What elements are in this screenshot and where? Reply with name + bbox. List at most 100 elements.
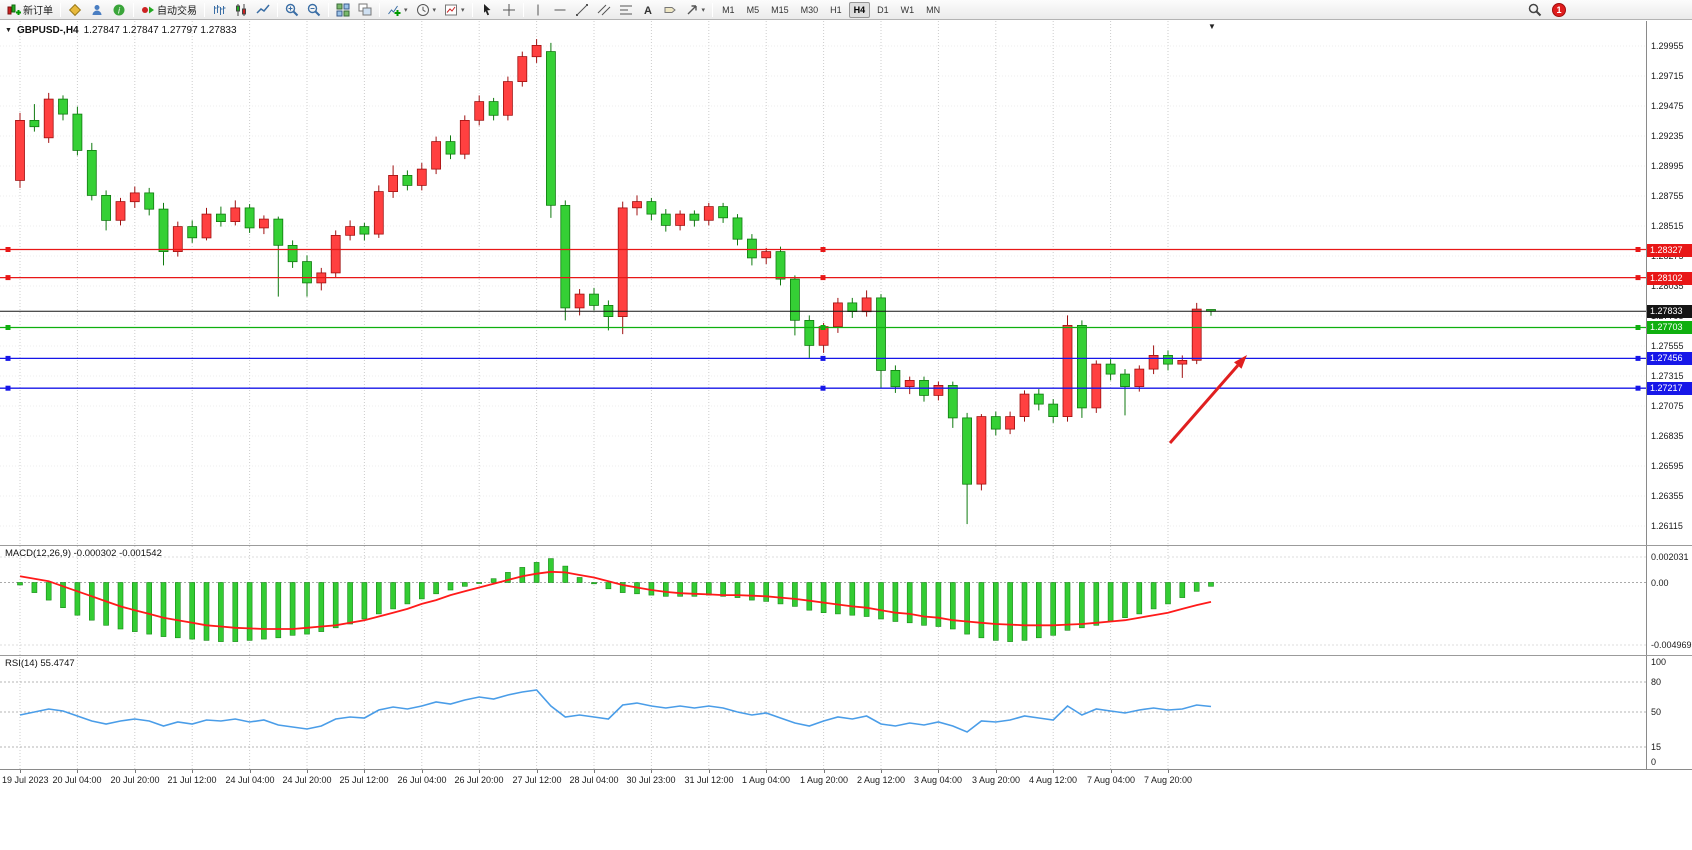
rsi-tick-label: 15 (1651, 742, 1662, 752)
timeframe-m5-button[interactable]: M5 (746, 4, 760, 15)
channel-button[interactable] (593, 1, 615, 19)
annotation-arrow[interactable] (1168, 355, 1247, 444)
time-tick (938, 770, 939, 773)
autotrading-button-label: 自动交易 (157, 6, 197, 17)
toolbar-separator (277, 2, 278, 17)
svg-text:i: i (118, 5, 121, 15)
profiles-button[interactable] (86, 1, 108, 19)
rsi-pane-divider[interactable] (0, 655, 1692, 656)
notification-badge[interactable]: 1 (1552, 3, 1566, 17)
chart-bars-icon (214, 4, 226, 15)
time-tick-label: 31 Jul 12:00 (684, 775, 734, 785)
toolbar-separator (712, 2, 714, 17)
time-tick (77, 770, 78, 773)
time-tick-label: 1 Aug 20:00 (799, 775, 849, 785)
time-tick-label: 20 Jul 20:00 (110, 775, 160, 785)
price-line-label: 1.27703 (1647, 321, 1692, 334)
dropdown-caret-icon: ▾ (461, 6, 465, 14)
chart-shift-marker-icon[interactable]: ▼ (1208, 22, 1216, 31)
time-tick (20, 770, 21, 773)
rsi-name: RSI(14) (5, 658, 38, 669)
rsi-tick-label: 100 (1651, 657, 1667, 667)
periods-button[interactable]: ▾ (412, 1, 441, 19)
symbol-ohlc: 1.27847 1.27847 1.27797 1.27833 (83, 25, 237, 36)
price-line-label: 1.28102 (1647, 272, 1692, 285)
cascade-windows-button[interactable] (354, 1, 376, 19)
timeframe-mn-button[interactable]: MN (926, 4, 941, 15)
time-tick (537, 770, 538, 773)
timeframe-m30-button[interactable]: M30 (800, 4, 819, 15)
price-tick-label: 1.26595 (1651, 461, 1684, 471)
trendline-icon (575, 3, 588, 16)
crosshair-icon (502, 3, 515, 16)
zoom-in-icon (285, 3, 299, 16)
rsi-indicator-label: RSI(14) 55.4747 (5, 658, 75, 669)
zoom-out-button[interactable] (303, 1, 325, 19)
chart-plot[interactable] (0, 0, 1646, 790)
price-tick-label: 1.28995 (1651, 161, 1684, 171)
text-icon: A (644, 5, 652, 17)
price-axis[interactable]: 1.29955 1.29715 1.29475 1.29235 1.28995 1.287… (1646, 21, 1692, 769)
time-tick-label: 4 Aug 12:00 (1028, 775, 1078, 785)
horizontal-line-button[interactable] (549, 1, 571, 19)
label-button[interactable] (659, 1, 681, 19)
macd-tick-label: -0.004969 (1651, 640, 1692, 650)
macd-tick-label: 0.002031 (1651, 552, 1689, 562)
timeframe-m15-button[interactable]: M15 (771, 4, 789, 15)
chart-bars-button[interactable] (208, 1, 230, 19)
time-tick-label: 3 Aug 20:00 (971, 775, 1021, 785)
metaeditor-button[interactable] (64, 1, 86, 19)
timeframe-h4-button[interactable]: H4 (848, 1, 871, 18)
horizontal-price-lines[interactable] (0, 247, 1646, 391)
search-icon (1528, 3, 1542, 17)
timeframe-h1-button[interactable]: H1 (830, 4, 842, 15)
price-tick-label: 1.26355 (1651, 491, 1684, 501)
symbol-title: GBPUSD-,H4 (16, 25, 79, 36)
toolbar-separator (379, 2, 380, 17)
time-tick (824, 770, 825, 773)
arrows-icon (687, 4, 697, 14)
price-tick-label: 1.28035 (1651, 281, 1684, 291)
time-axis[interactable]: 19 Jul 2023 20 Jul 04:00 20 Jul 20:00 21 Ju… (0, 769, 1692, 789)
zoom-in-button[interactable] (281, 1, 303, 19)
price-line-label: 1.27456 (1647, 352, 1692, 365)
timeframe-d1-button[interactable]: D1 (877, 4, 889, 15)
toolbar-separator (328, 2, 329, 17)
add-indicator-button[interactable]: ▾ (383, 1, 412, 19)
rsi-tick-label: 80 (1651, 677, 1662, 687)
toolbar-right-group: 1 (1524, 0, 1566, 20)
macd-pane-divider[interactable] (0, 545, 1692, 546)
time-tick (996, 770, 997, 773)
time-tick (1111, 770, 1112, 773)
toolbar-separator (60, 2, 61, 17)
time-tick-label: 26 Jul 04:00 (397, 775, 447, 785)
text-button[interactable]: A (637, 1, 659, 19)
vertical-line-button[interactable] (527, 1, 549, 19)
new-order-button[interactable]: 新订单 (3, 1, 57, 19)
trendline-button[interactable] (571, 1, 593, 19)
fibonacci-button[interactable] (615, 1, 637, 19)
cascade-windows-icon (358, 3, 372, 15)
time-tick-label: 2 Aug 12:00 (856, 775, 906, 785)
autotrading-button[interactable]: 自动交易 (137, 1, 201, 19)
macd-tick-label: 0.00 (1651, 578, 1669, 588)
price-line-label: 1.27833 (1647, 305, 1692, 318)
timeframe-w1-button[interactable]: W1 (900, 4, 915, 15)
chart-line-button[interactable] (252, 1, 274, 19)
vline-icon (537, 4, 539, 15)
price-line-label: 1.28327 (1647, 244, 1692, 257)
templates-button[interactable]: ▾ (440, 1, 469, 19)
chart-menu-icon[interactable]: ▼ (5, 27, 12, 34)
help-icon: i (113, 4, 125, 15)
chart-header: ▼ GBPUSD-,H4 1.27847 1.27847 1.27797 1.2… (5, 25, 237, 36)
crosshair-button[interactable] (498, 1, 520, 19)
svg-text:A: A (644, 5, 652, 17)
help-button[interactable]: i (108, 1, 130, 19)
tile-windows-button[interactable] (332, 1, 354, 19)
timeframe-m1-button[interactable]: M1 (722, 4, 735, 15)
cursor-button[interactable] (476, 1, 498, 19)
search-button[interactable] (1524, 1, 1546, 19)
toolbar: 新订单 i 自动交易 ▾ ▾ ▾ A ▾ M1 M5 M15 M30 H1 H4 D1 W1 MN (0, 0, 1692, 20)
chart-candles-button[interactable] (230, 1, 252, 19)
arrows-button[interactable]: ▾ (681, 1, 710, 19)
